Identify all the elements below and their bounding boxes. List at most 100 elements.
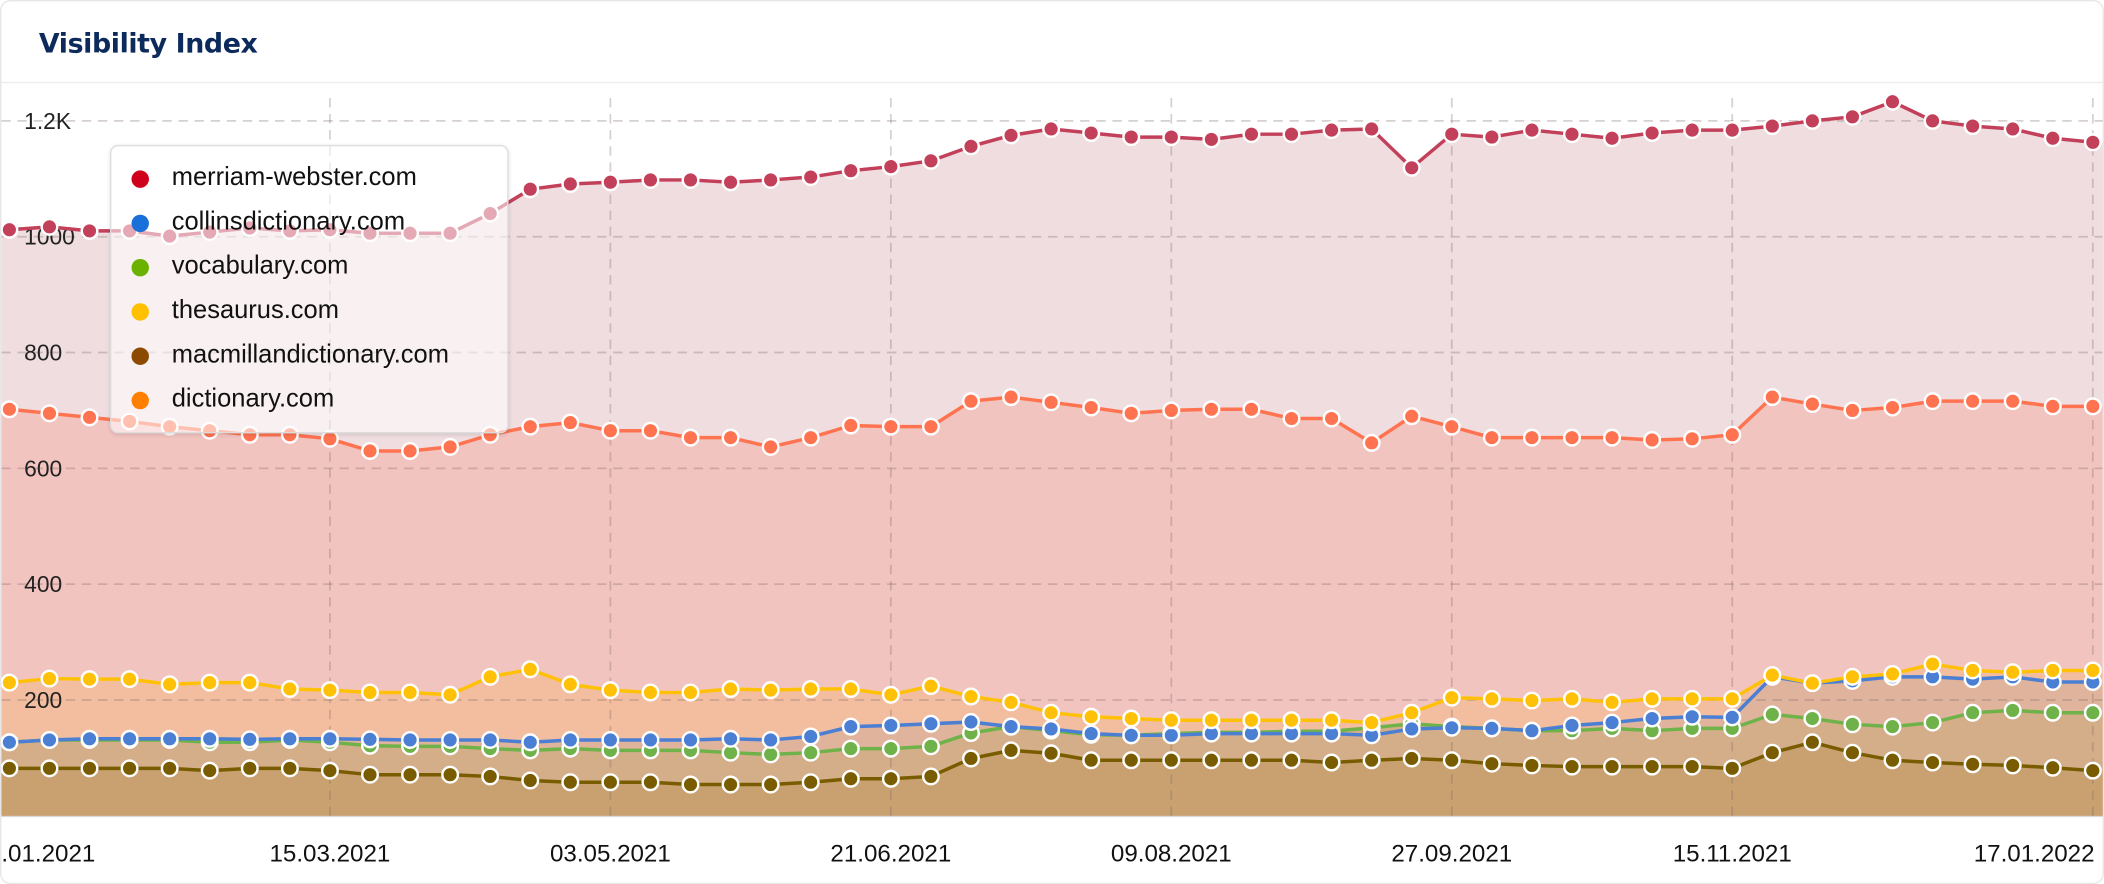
data-point[interactable] bbox=[80, 221, 99, 240]
legend-item[interactable]: macmillandictionary.com bbox=[130, 339, 449, 371]
data-point[interactable] bbox=[721, 428, 740, 447]
data-point[interactable] bbox=[2043, 661, 2062, 680]
data-point[interactable] bbox=[1522, 756, 1541, 775]
data-point[interactable] bbox=[561, 675, 580, 694]
data-point[interactable] bbox=[1643, 124, 1662, 143]
data-point[interactable] bbox=[1082, 724, 1101, 743]
data-point[interactable] bbox=[921, 737, 940, 756]
data-point[interactable] bbox=[1843, 667, 1862, 686]
data-point[interactable] bbox=[1923, 753, 1942, 772]
data-point[interactable] bbox=[2043, 758, 2062, 777]
data-point[interactable] bbox=[2083, 397, 2102, 416]
data-point[interactable] bbox=[801, 727, 820, 746]
data-point[interactable] bbox=[1442, 417, 1461, 436]
data-point[interactable] bbox=[681, 428, 700, 447]
data-point[interactable] bbox=[441, 685, 460, 704]
data-point[interactable] bbox=[921, 767, 940, 786]
data-point[interactable] bbox=[1963, 755, 1982, 774]
data-point[interactable] bbox=[481, 767, 500, 786]
data-point[interactable] bbox=[2083, 133, 2102, 152]
data-point[interactable] bbox=[1522, 428, 1541, 447]
data-point[interactable] bbox=[1082, 398, 1101, 417]
data-point[interactable] bbox=[1, 733, 19, 752]
data-point[interactable] bbox=[1803, 709, 1822, 728]
data-point[interactable] bbox=[1162, 726, 1181, 745]
data-point[interactable] bbox=[841, 161, 860, 180]
data-point[interactable] bbox=[601, 773, 620, 792]
data-point[interactable] bbox=[961, 713, 980, 731]
data-point[interactable] bbox=[120, 759, 139, 778]
data-point[interactable] bbox=[1843, 107, 1862, 126]
data-point[interactable] bbox=[1522, 721, 1541, 740]
data-point[interactable] bbox=[641, 730, 660, 749]
data-point[interactable] bbox=[801, 679, 820, 698]
data-point[interactable] bbox=[1082, 124, 1101, 143]
data-point[interactable] bbox=[1603, 757, 1622, 776]
data-point[interactable] bbox=[961, 687, 980, 706]
data-point[interactable] bbox=[1883, 717, 1902, 736]
data-point[interactable] bbox=[1603, 693, 1622, 712]
legend-item[interactable]: thesaurus.com bbox=[130, 295, 339, 327]
data-point[interactable] bbox=[1442, 751, 1461, 770]
data-point[interactable] bbox=[1042, 744, 1061, 763]
data-point[interactable] bbox=[601, 730, 620, 749]
data-point[interactable] bbox=[681, 775, 700, 794]
data-point[interactable] bbox=[1723, 689, 1742, 708]
data-point[interactable] bbox=[2003, 392, 2022, 411]
data-point[interactable] bbox=[1442, 688, 1461, 707]
data-point[interactable] bbox=[1242, 400, 1261, 419]
data-point[interactable] bbox=[1803, 395, 1822, 414]
data-point[interactable] bbox=[681, 730, 700, 749]
data-point[interactable] bbox=[1322, 753, 1341, 772]
data-point[interactable] bbox=[1843, 401, 1862, 420]
data-point[interactable] bbox=[801, 743, 820, 762]
data-point[interactable] bbox=[2003, 701, 2022, 720]
data-point[interactable] bbox=[1723, 759, 1742, 778]
data-point[interactable] bbox=[1522, 691, 1541, 710]
data-point[interactable] bbox=[1883, 664, 1902, 683]
data-point[interactable] bbox=[1683, 429, 1702, 448]
legend-item[interactable]: dictionary.com bbox=[130, 384, 334, 416]
data-point[interactable] bbox=[521, 733, 540, 752]
data-point[interactable] bbox=[1562, 716, 1581, 735]
data-point[interactable] bbox=[120, 670, 139, 689]
data-point[interactable] bbox=[1202, 130, 1221, 149]
data-point[interactable] bbox=[80, 759, 99, 778]
data-point[interactable] bbox=[561, 413, 580, 432]
data-point[interactable] bbox=[1643, 430, 1662, 449]
data-point[interactable] bbox=[2083, 761, 2102, 780]
data-point[interactable] bbox=[1, 673, 19, 692]
data-point[interactable] bbox=[1162, 711, 1181, 730]
data-point[interactable] bbox=[961, 137, 980, 156]
data-point[interactable] bbox=[841, 769, 860, 788]
data-point[interactable] bbox=[641, 421, 660, 440]
data-point[interactable] bbox=[1202, 711, 1221, 730]
data-point[interactable] bbox=[1723, 708, 1742, 727]
data-point[interactable] bbox=[2003, 119, 2022, 138]
data-point[interactable] bbox=[1202, 400, 1221, 419]
data-point[interactable] bbox=[1242, 751, 1261, 770]
data-point[interactable] bbox=[1322, 711, 1341, 730]
data-point[interactable] bbox=[1763, 117, 1782, 136]
data-point[interactable] bbox=[1843, 715, 1862, 734]
data-point[interactable] bbox=[401, 730, 420, 749]
data-point[interactable] bbox=[2083, 703, 2102, 722]
data-point[interactable] bbox=[1122, 128, 1141, 147]
data-point[interactable] bbox=[961, 749, 980, 768]
data-point[interactable] bbox=[40, 669, 59, 688]
data-point[interactable] bbox=[1402, 703, 1421, 722]
data-point[interactable] bbox=[1042, 393, 1061, 412]
data-point[interactable] bbox=[881, 417, 900, 436]
data-point[interactable] bbox=[40, 404, 59, 423]
data-point[interactable] bbox=[1, 759, 19, 778]
data-point[interactable] bbox=[360, 730, 379, 749]
data-point[interactable] bbox=[1683, 121, 1702, 140]
data-point[interactable] bbox=[1803, 733, 1822, 752]
data-point[interactable] bbox=[1, 400, 19, 419]
legend-item[interactable]: vocabulary.com bbox=[130, 251, 348, 283]
data-point[interactable] bbox=[360, 683, 379, 702]
data-point[interactable] bbox=[1883, 398, 1902, 417]
data-point[interactable] bbox=[1122, 709, 1141, 728]
data-point[interactable] bbox=[401, 441, 420, 460]
data-point[interactable] bbox=[1923, 713, 1942, 732]
